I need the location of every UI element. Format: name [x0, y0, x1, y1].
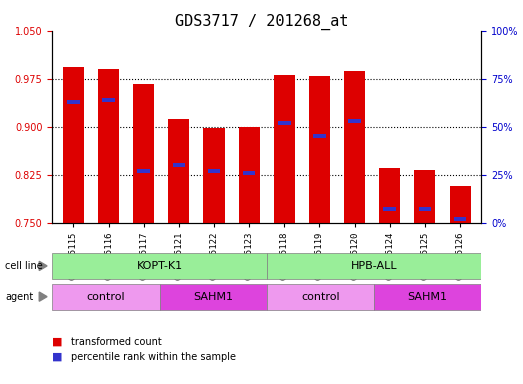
Bar	[309, 76, 330, 223]
Text: percentile rank within the sample: percentile rank within the sample	[71, 352, 235, 362]
Bar	[383, 207, 396, 211]
Text: SAHM1: SAHM1	[193, 291, 233, 302]
FancyBboxPatch shape	[267, 284, 374, 310]
Bar	[344, 71, 365, 223]
Bar	[243, 171, 255, 175]
Bar	[274, 75, 295, 223]
FancyBboxPatch shape	[267, 253, 481, 279]
Text: control: control	[301, 291, 339, 302]
Bar	[454, 217, 467, 221]
Text: KOPT-K1: KOPT-K1	[137, 261, 183, 271]
Bar	[450, 185, 471, 223]
Polygon shape	[39, 261, 47, 270]
Text: ■: ■	[52, 337, 63, 347]
Bar	[208, 169, 220, 173]
Bar	[418, 207, 431, 211]
Bar	[63, 67, 84, 223]
Bar	[313, 134, 326, 138]
Text: HPB-ALL: HPB-ALL	[350, 261, 397, 271]
Bar	[173, 163, 185, 167]
Bar	[238, 127, 260, 223]
Polygon shape	[39, 292, 47, 301]
Bar	[67, 100, 79, 104]
Bar	[102, 98, 115, 102]
Text: agent: agent	[5, 291, 33, 302]
Text: GDS3717 / 201268_at: GDS3717 / 201268_at	[175, 13, 348, 30]
Bar	[133, 84, 154, 223]
Text: cell line: cell line	[5, 261, 43, 271]
Text: SAHM1: SAHM1	[407, 291, 448, 302]
FancyBboxPatch shape	[160, 284, 267, 310]
Bar	[414, 170, 436, 223]
Text: ■: ■	[52, 352, 63, 362]
Bar	[203, 128, 224, 223]
FancyBboxPatch shape	[52, 284, 160, 310]
Bar	[98, 69, 119, 223]
Text: control: control	[87, 291, 125, 302]
Bar	[168, 119, 189, 223]
Bar	[348, 119, 361, 123]
FancyBboxPatch shape	[374, 284, 481, 310]
Bar	[278, 121, 291, 125]
Text: transformed count: transformed count	[71, 337, 162, 347]
FancyBboxPatch shape	[52, 253, 267, 279]
Bar	[138, 169, 150, 173]
Bar	[379, 168, 400, 223]
